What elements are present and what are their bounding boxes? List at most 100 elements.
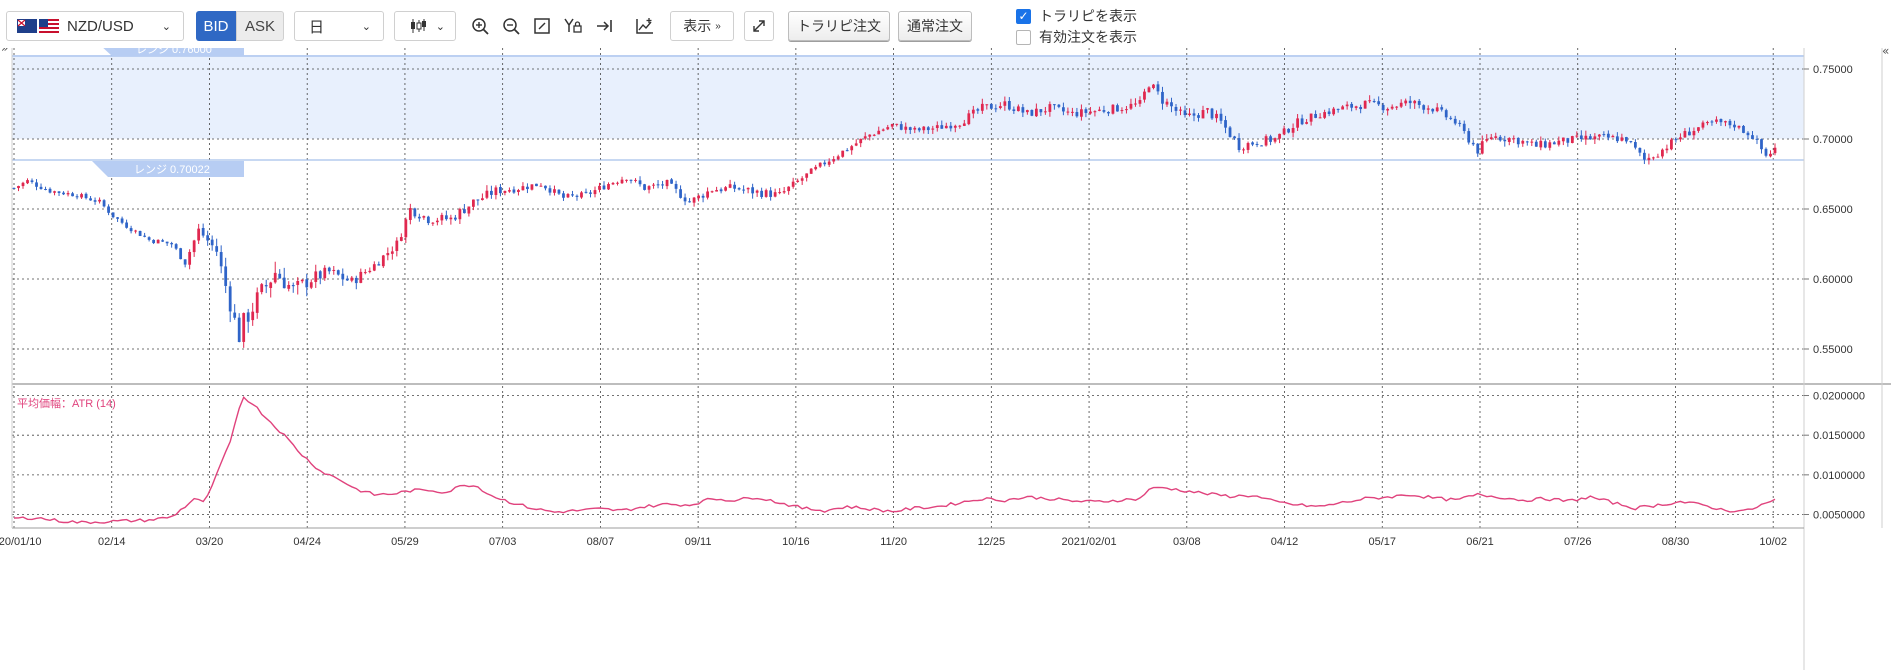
candle-body	[471, 199, 475, 207]
bid-label: BID	[203, 17, 229, 35]
zoom-in-button[interactable]	[466, 14, 494, 38]
ask-button[interactable]: ASK	[236, 11, 284, 41]
candle-body	[1602, 134, 1606, 136]
collapse-right-icon[interactable]: «	[1882, 48, 1889, 58]
x-tick-label: 04/12	[1271, 536, 1299, 548]
y-tick-label: 0.65000	[1813, 204, 1853, 216]
candle-body	[1080, 109, 1083, 117]
candle-body	[12, 187, 16, 189]
pair-selector[interactable]: NZD/USD ⌄	[6, 11, 184, 41]
candle-body	[84, 193, 88, 199]
candle-body	[1291, 128, 1295, 133]
candle-body	[1647, 157, 1651, 161]
candle-body	[1305, 122, 1308, 124]
candle-body	[1742, 125, 1745, 133]
indicator-button[interactable]	[631, 14, 659, 38]
candle-body	[1233, 136, 1236, 139]
candle-body	[1084, 109, 1088, 113]
candle-body	[1579, 135, 1583, 140]
candle-body	[422, 216, 426, 218]
candle-body	[327, 267, 331, 272]
candle-body	[1431, 108, 1435, 112]
candle-body	[1422, 105, 1426, 110]
candle-body	[1597, 134, 1601, 137]
candle-body	[1683, 131, 1687, 138]
candle-body	[381, 255, 385, 267]
candle-body	[1224, 120, 1227, 128]
candle-body	[1575, 135, 1579, 137]
x-tick-label: 05/17	[1368, 536, 1396, 548]
candle-body	[769, 190, 773, 197]
candle-body	[1237, 138, 1241, 151]
candle-body	[724, 187, 727, 191]
candle-body	[453, 217, 457, 220]
candle-body	[102, 200, 106, 207]
candle-body	[1134, 103, 1137, 105]
normal-order-button[interactable]: 通常注文	[898, 11, 972, 41]
candle-body	[980, 103, 984, 111]
toolbar: NZD/USD ⌄ BID ASK 日 ⌄ ⌄ 表示 »	[0, 0, 1891, 49]
price-axis-labels: 0.75000 0.70000 0.65000 0.60000 0.55000	[1804, 64, 1853, 356]
candle-body	[1552, 142, 1556, 145]
range-upper-label: レンジ 0.76000	[136, 48, 212, 56]
candle-body	[485, 190, 489, 198]
candle-body	[692, 197, 696, 203]
y-tick-label: 0.0200000	[1813, 391, 1865, 403]
y-tick-label: 0.55000	[1813, 344, 1853, 356]
candle-body	[1692, 130, 1696, 136]
candle-body	[1255, 143, 1259, 145]
candle-body	[1197, 115, 1200, 118]
candle-body	[1057, 104, 1061, 107]
candle-body	[273, 272, 277, 283]
candle-body	[1733, 124, 1736, 128]
candle-body	[278, 273, 282, 279]
show-trapi-checkbox[interactable]: ✓ トラリピを表示	[1016, 6, 1137, 26]
candle-body	[922, 126, 926, 131]
candle-body	[1395, 106, 1399, 108]
candle-body	[976, 109, 980, 111]
candle-body	[345, 278, 349, 281]
candle-body	[476, 199, 480, 201]
expand-button[interactable]	[744, 11, 774, 41]
candle-body	[634, 179, 637, 181]
candle-body	[616, 182, 619, 184]
candle-body	[562, 193, 565, 198]
candle-body	[854, 143, 858, 146]
zoom-out-button[interactable]	[497, 14, 525, 38]
display-menu-button[interactable]: 表示 »	[670, 11, 734, 41]
timeframe-select[interactable]: 日 ⌄	[294, 11, 384, 41]
chart-type-select[interactable]: ⌄	[394, 11, 456, 41]
candle-body	[1760, 139, 1763, 150]
candle-body	[1116, 105, 1119, 112]
y-lock-button[interactable]	[559, 14, 587, 38]
candle-body	[1179, 109, 1182, 111]
candle-body	[652, 184, 655, 186]
trapi-order-button[interactable]: トラリピ注文	[788, 11, 890, 41]
candle-body	[1624, 137, 1628, 142]
candle-body	[836, 156, 840, 160]
candle-body	[868, 134, 872, 137]
candle-body	[1066, 111, 1070, 113]
candle-body	[530, 184, 534, 190]
candle-body	[1192, 113, 1196, 116]
candle-body	[1489, 137, 1493, 139]
candle-body	[1615, 136, 1619, 142]
candle-body	[557, 189, 561, 194]
candle-body	[1751, 135, 1754, 140]
x-tick-label: 03/08	[1173, 536, 1201, 548]
chart-area[interactable]: レンジ 0.76000 レンジ 0.70022 平均価幅：ATR (14) 0.…	[0, 48, 1891, 670]
candle-body	[1503, 139, 1507, 142]
candle-body	[350, 277, 354, 281]
candle-body	[1210, 108, 1214, 119]
expand-left-icon[interactable]: »	[1, 48, 8, 55]
candle-body	[886, 127, 890, 130]
candle-body	[1215, 113, 1218, 119]
candle-body	[143, 235, 147, 237]
candle-body	[1102, 110, 1106, 112]
candle-body	[1147, 87, 1151, 93]
scroll-end-button[interactable]	[590, 14, 618, 38]
fit-button[interactable]	[528, 14, 556, 38]
show-orders-checkbox[interactable]: 有効注文を表示	[1016, 27, 1137, 47]
bid-button[interactable]: BID	[196, 11, 236, 41]
candle-body	[372, 264, 376, 271]
